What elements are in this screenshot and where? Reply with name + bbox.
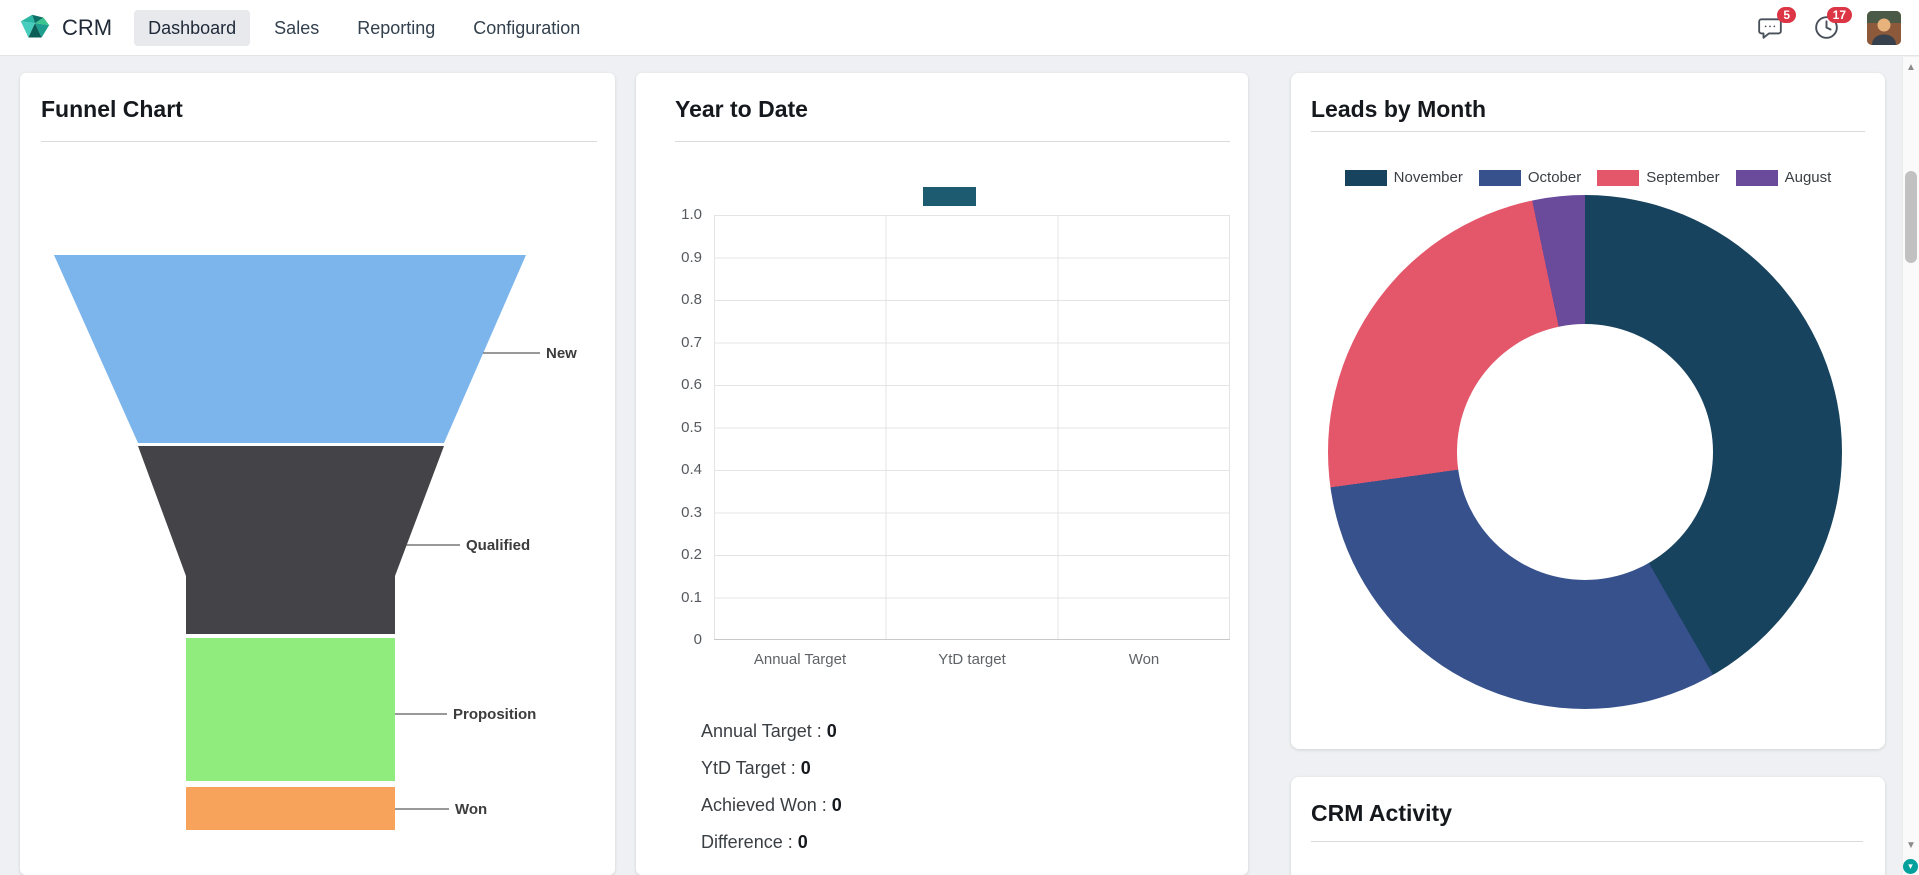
- activities-badge: 17: [1826, 6, 1852, 23]
- brand: CRM: [18, 11, 112, 45]
- legend-item-september[interactable]: September: [1597, 169, 1720, 186]
- legend-item-november[interactable]: November: [1344, 169, 1463, 186]
- y-tick-label: 0.2: [681, 546, 702, 563]
- title-divider: [1311, 131, 1865, 132]
- scroll-to-bottom-button[interactable]: ▾: [1903, 859, 1918, 874]
- legend-label: November: [1393, 169, 1463, 186]
- menu-item-configuration[interactable]: Configuration: [473, 17, 581, 38]
- funnel-label-won: Won: [455, 801, 487, 818]
- y-tick-label: 0.9: [681, 248, 702, 266]
- stat-value: 0: [831, 795, 842, 815]
- crm-activity-panel: CRM Activity: [1291, 777, 1885, 875]
- november-swatch-icon: [1344, 169, 1387, 186]
- legend-item-october[interactable]: October: [1478, 169, 1582, 186]
- ytd-bar-chart-plot: [714, 215, 1230, 640]
- ytd-y-axis-labels: 1.0 0.9 0.8 0.7 0.6 0.5 0.4 0.3 0.2 0.1 0: [636, 206, 708, 648]
- x-tick-annual-target: Annual Target: [753, 651, 847, 668]
- messages-badge: 5: [1777, 6, 1796, 23]
- navbar-systray: 5 17: [1755, 6, 1901, 45]
- y-tick-label: 0.1: [681, 588, 702, 606]
- scrollbar-up-button[interactable]: ▲: [1906, 61, 1916, 73]
- legend-label: October: [1527, 169, 1582, 186]
- october-swatch-icon: [1478, 169, 1521, 186]
- funnel-chart-panel: Funnel Chart New Qualified Proposition W…: [20, 73, 615, 875]
- funnel-label-new: New: [546, 345, 577, 362]
- year-to-date-panel: Year to Date 1.0 0.9 0.8 0.7 0.6 0.5 0.4 0.3 0.2…: [636, 73, 1248, 875]
- leads-donut-chart[interactable]: [1328, 195, 1842, 709]
- funnel-stage-proposition[interactable]: [186, 638, 395, 781]
- menu-item-dashboard[interactable]: Dashboard: [134, 9, 251, 46]
- y-tick-label: 0.7: [681, 333, 702, 351]
- title-divider: [675, 141, 1230, 142]
- funnel-panel-title: Funnel Chart: [41, 96, 183, 122]
- legend-label: September: [1646, 169, 1720, 186]
- stat-value: 0: [826, 721, 837, 741]
- stat-achieved-won: Achieved Won : 0: [701, 787, 1228, 824]
- stat-label: Annual Target :: [701, 721, 822, 741]
- menu-item-sales[interactable]: Sales: [274, 17, 320, 38]
- stat-value: 0: [800, 758, 811, 778]
- leads-panel-title: Leads by Month: [1311, 96, 1487, 122]
- funnel-stage-qualified[interactable]: [138, 446, 444, 634]
- activities-button[interactable]: 17: [1811, 6, 1852, 43]
- y-tick-label: 0: [693, 631, 702, 648]
- stat-difference: Difference : 0: [701, 824, 1228, 861]
- funnel-stage-new[interactable]: [54, 255, 526, 443]
- crm-app-logo-icon[interactable]: [18, 11, 52, 45]
- stat-annual-target: Annual Target : 0: [701, 713, 1228, 750]
- title-divider: [41, 141, 597, 142]
- x-tick-ytd-target: YtD target: [938, 651, 1006, 668]
- donut-hole: [1457, 324, 1713, 580]
- title-divider: [1311, 841, 1863, 842]
- clock-icon: [1814, 16, 1838, 39]
- funnel-stage-won[interactable]: [186, 787, 395, 830]
- stat-ytd-target: YtD Target : 0: [701, 750, 1228, 787]
- y-tick-label: 0.5: [681, 418, 702, 436]
- stat-label: Achieved Won :: [701, 795, 827, 815]
- messages-button[interactable]: 5: [1755, 6, 1796, 43]
- y-tick-label: 0.8: [681, 291, 702, 308]
- ytd-series-legend-swatch[interactable]: [923, 187, 976, 206]
- x-tick-won: Won: [1128, 651, 1160, 668]
- user-avatar-image: [1867, 10, 1901, 45]
- august-swatch-icon: [1735, 169, 1778, 186]
- main-menu: Dashboard Sales Reporting Configuration: [134, 9, 594, 46]
- scrollbar-thumb[interactable]: [1905, 171, 1917, 263]
- stat-value: 0: [797, 832, 808, 852]
- page-scrollbar[interactable]: ▲ ▼ ▾: [1902, 57, 1919, 875]
- scrollbar-down-button[interactable]: ▼: [1906, 839, 1916, 851]
- top-navbar: CRM Dashboard Sales Reporting Configurat…: [0, 0, 1919, 56]
- ytd-stats: Annual Target : 0 YtD Target : 0 Achieve…: [701, 713, 1228, 861]
- crm-activity-title: CRM Activity: [1311, 800, 1452, 826]
- app-title[interactable]: CRM: [62, 14, 113, 40]
- leads-legend: November October September August: [1291, 169, 1885, 186]
- ytd-panel-title: Year to Date: [675, 96, 808, 122]
- y-tick-label: 0.3: [681, 503, 702, 521]
- y-tick-label: 0.4: [681, 461, 702, 478]
- menu-item-reporting[interactable]: Reporting: [357, 17, 436, 38]
- y-tick-label: 1.0: [681, 206, 702, 223]
- legend-item-august[interactable]: August: [1735, 169, 1832, 186]
- user-avatar[interactable]: [1867, 10, 1901, 45]
- ytd-x-axis-labels: Annual Target YtD target Won: [714, 651, 1230, 668]
- funnel-label-qualified: Qualified: [466, 537, 530, 554]
- september-swatch-icon: [1597, 169, 1640, 186]
- funnel-chart: New Qualified Proposition Won: [54, 255, 577, 830]
- funnel-label-proposition: Proposition: [453, 706, 536, 723]
- y-tick-label: 0.6: [681, 376, 702, 393]
- leads-by-month-panel: Leads by Month November October Septembe…: [1291, 73, 1885, 749]
- stat-label: YtD Target :: [701, 758, 796, 778]
- stat-label: Difference :: [701, 832, 793, 852]
- legend-label: August: [1784, 169, 1832, 186]
